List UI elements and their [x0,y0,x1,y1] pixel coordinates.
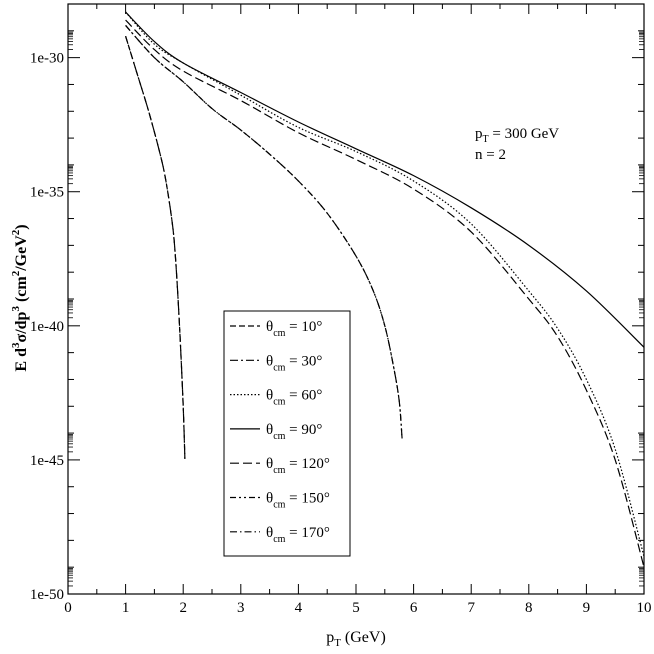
x-tick-label: 6 [410,600,418,616]
annotation-pt-value: = 300 GeV [489,126,560,142]
annotation-pt-prefix: p [475,126,483,142]
x-tick-label: 9 [583,600,591,616]
legend-sub: cm [273,534,285,545]
x-axis: 0 1 2 3 4 5 6 7 8 9 10 [64,4,652,616]
y-axis-label-sup: 2 [10,270,22,276]
series-layer [125,11,644,568]
annotation-pt: pT = 300 GeV [475,126,559,145]
y-axis-label-part: /GeV [13,235,30,272]
x-tick-label: 7 [467,600,475,616]
legend-value: = 90° [285,422,322,438]
legend: θcm = 10°θcm = 30°θcm = 60°θcm = 90°θcm … [230,319,330,545]
y-axis-label-sup: 3 [10,306,22,312]
y-tick-label: 1e-50 [30,587,64,603]
legend-label-3: θcm = 90° [266,422,322,442]
legend-label-4: θcm = 120° [266,456,330,476]
y-axis-label-part: (cm [13,276,30,306]
legend-theta: θ [266,388,273,404]
x-tick-label: 1 [122,600,130,616]
legend-sub: cm [273,397,285,408]
legend-theta: θ [266,422,273,438]
legend-label-0: θcm = 10° [266,319,322,339]
legend-value: = 170° [285,525,329,541]
x-axis-label: pT (GeV) [326,629,386,649]
legend-label-5: θcm = 150° [266,491,330,511]
x-tick-label: 10 [637,600,652,616]
legend-sub: cm [273,362,285,373]
y-axis-label-part: ) [13,224,30,229]
legend-theta: θ [266,456,273,472]
legend-sub: cm [273,500,285,511]
legend-label-6: θcm = 170° [266,525,330,545]
series-line-0 [125,36,186,460]
x-tick-label: 0 [64,600,72,616]
legend-label-1: θcm = 30° [266,353,322,373]
legend-sub: cm [273,465,285,476]
x-axis-label-unit: (GeV) [341,629,386,646]
annotation-n: n = 2 [475,147,506,163]
y-axis-label-sup: 2 [10,229,22,235]
x-axis-label-sub: T [334,637,341,649]
y-tick-label: 1e-40 [30,319,64,335]
y-axis-label-part: σ/dp [13,311,30,342]
series-line-3 [125,11,644,348]
y-tick-label: 1e-35 [30,185,64,201]
legend-theta: θ [266,491,273,507]
legend-sub: cm [273,328,285,339]
y-axis: 1e-30 1e-35 1e-40 1e-45 1e-50 [30,3,644,603]
x-tick-label: 4 [295,600,303,616]
series-line-1 [125,36,186,460]
series-line-6 [125,25,403,439]
legend-label-2: θcm = 60° [266,388,322,408]
y-axis-label-part: E d [13,348,30,372]
legend-value: = 30° [285,353,322,369]
legend-value: = 150° [285,491,329,507]
plot-frame [67,3,645,595]
x-tick-label: 2 [179,600,187,616]
annotation-pt-sub: T [483,134,489,145]
legend-value: = 60° [285,388,322,404]
y-axis-label: E d3σ/dp3 (cm2/GeV2) [10,224,30,371]
legend-theta: θ [266,319,273,335]
y-tick-label: 1e-30 [30,51,64,67]
legend-value: = 10° [285,319,322,335]
y-tick-label: 1e-45 [30,453,64,469]
series-line-4 [125,19,644,568]
legend-sub: cm [273,431,285,442]
x-tick-label: 3 [237,600,245,616]
series-line-2 [125,11,644,557]
legend-value: = 120° [285,456,329,472]
x-tick-label: 8 [525,600,533,616]
x-axis-label-p: p [326,629,334,646]
legend-theta: θ [266,525,273,541]
annotation: pT = 300 GeV n = 2 [475,126,559,163]
x-tick-label: 5 [352,600,360,616]
y-axis-label-sup: 3 [10,342,22,348]
legend-box [223,310,351,557]
legend-theta: θ [266,353,273,369]
